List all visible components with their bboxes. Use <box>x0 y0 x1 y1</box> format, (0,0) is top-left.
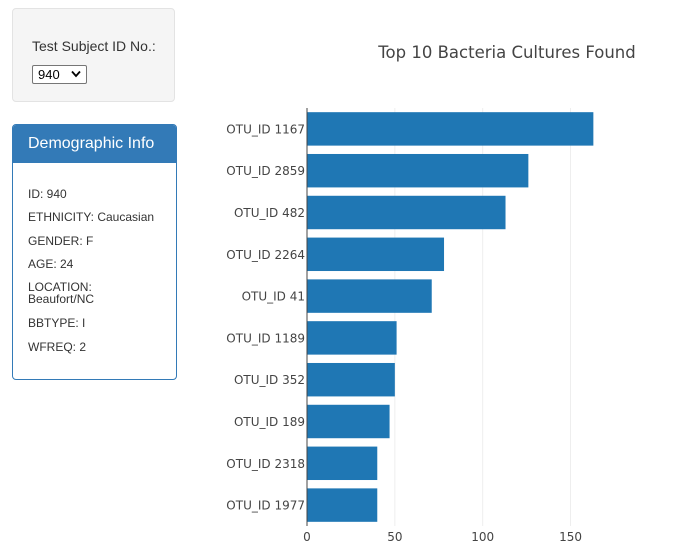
bar[interactable] <box>307 488 378 522</box>
bar[interactable] <box>307 237 445 272</box>
bar[interactable] <box>307 321 397 355</box>
y-tick-label: OTU_ID 2859 <box>226 164 305 178</box>
bar[interactable] <box>307 112 594 146</box>
bar[interactable] <box>307 404 390 439</box>
y-tick-label: OTU_ID 2318 <box>226 457 305 471</box>
y-tick-label: OTU_ID 1167 <box>226 122 305 136</box>
chevron-down-icon <box>71 70 81 78</box>
y-tick-label: OTU_ID 1189 <box>226 331 305 345</box>
y-tick-label: OTU_ID 352 <box>234 373 305 387</box>
subject-id-select[interactable]: 940 <box>32 65 87 84</box>
subject-selector-well: Test Subject ID No.: 940 <box>12 8 175 102</box>
demographic-panel: Demographic Info ID: 940 ETHNICITY: Cauc… <box>12 124 177 380</box>
demographic-bbtype: BBTYPE: I <box>28 316 86 330</box>
bar[interactable] <box>307 153 529 188</box>
demographic-id: ID: 940 <box>28 187 67 201</box>
subject-id-select-value: 940 <box>38 67 60 82</box>
bar[interactable] <box>307 279 432 313</box>
bar[interactable] <box>307 195 506 230</box>
chart-title: Top 10 Bacteria Cultures Found <box>377 43 635 62</box>
y-tick-label: OTU_ID 1977 <box>226 499 305 513</box>
x-tick-label: 100 <box>471 530 494 544</box>
y-tick-label: OTU_ID 2264 <box>226 248 305 262</box>
y-tick-label: OTU_ID 41 <box>242 290 305 304</box>
demographic-age: AGE: 24 <box>28 257 74 271</box>
demographic-ethnicity: ETHNICITY: Caucasian <box>28 210 155 224</box>
y-tick-label: OTU_ID 189 <box>234 415 305 429</box>
demographic-location: LOCATION: Beaufort/NC <box>28 280 95 306</box>
demographic-gender: GENDER: F <box>28 234 94 248</box>
x-tick-label: 50 <box>387 530 402 544</box>
y-tick-label: OTU_ID 482 <box>234 206 305 220</box>
x-tick-label: 0 <box>303 530 311 544</box>
x-tick-label: 150 <box>559 530 582 544</box>
demographic-panel-title: Demographic Info <box>13 125 176 163</box>
subject-id-label: Test Subject ID No.: <box>32 38 156 54</box>
bar[interactable] <box>307 446 378 481</box>
bar[interactable] <box>307 362 395 397</box>
demographic-wfreq: WFREQ: 2 <box>28 340 87 354</box>
